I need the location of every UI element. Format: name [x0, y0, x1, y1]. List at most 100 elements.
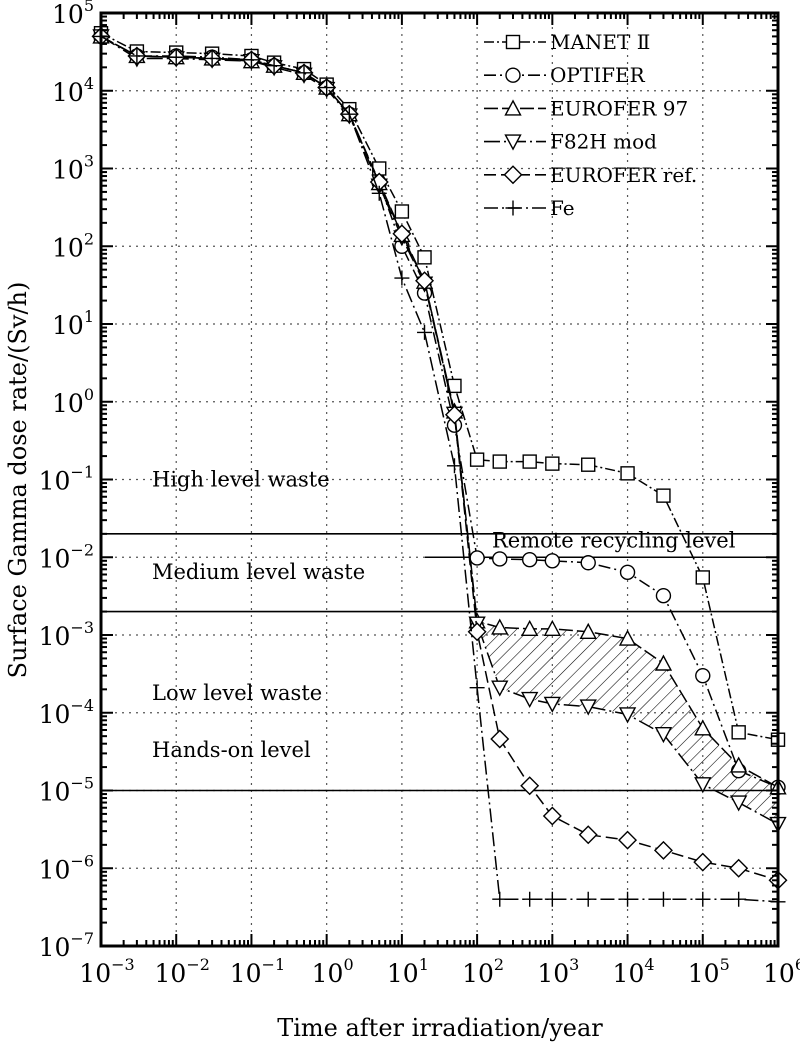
y-tick-label: 104 — [52, 74, 94, 107]
data-point-plus — [469, 680, 485, 696]
data-point-plus — [168, 49, 184, 65]
legend-entry: MANET Ⅱ — [484, 30, 650, 54]
data-point-triangle-up — [491, 618, 509, 635]
legend-marker-square — [505, 34, 521, 50]
legend-entry: F82H mod — [484, 130, 657, 154]
data-point-triangle-up — [694, 719, 712, 736]
data-point-diamond — [618, 830, 638, 850]
legend-marker-diamond — [503, 165, 523, 185]
data-point-triangle-down — [521, 691, 539, 709]
y-tick-label: 10−4 — [39, 696, 94, 729]
data-point-diamond — [653, 840, 673, 860]
series-line — [100, 32, 779, 741]
hatched-region — [477, 621, 778, 825]
y-tick-label: 105 — [52, 0, 94, 29]
data-point-triangle-down — [618, 707, 637, 724]
y-tick-label: 10−2 — [39, 540, 94, 573]
legend-label: EUROFER ref. — [550, 163, 697, 187]
data-point-triangle-down — [654, 726, 673, 744]
series-circle — [93, 28, 786, 795]
data-point-triangle-up — [654, 654, 673, 671]
data-point-plus — [394, 270, 410, 286]
y-tick-label: 10−7 — [39, 929, 94, 962]
data-point-plus — [620, 891, 636, 907]
data-point-triangle-up — [618, 629, 637, 646]
x-tick-label: 10−2 — [155, 955, 210, 988]
data-point-plus — [296, 65, 312, 81]
y-tick-label: 10−5 — [39, 774, 94, 807]
data-point-plus — [204, 50, 220, 66]
data-point-plus — [417, 324, 433, 340]
x-axis-title: Time after irradiation/year — [277, 1014, 603, 1042]
tick-labels: 10−3 10−2 10−1 100 101 102 103 104 105 10610−710−… — [39, 0, 800, 988]
data-point-circle — [521, 552, 538, 568]
data-point-circle — [544, 553, 561, 569]
reference-lines: Remote recycling level High level waste Me… — [101, 468, 778, 792]
data-point-plus — [655, 891, 671, 907]
data-point-diamond — [415, 271, 435, 291]
series-line — [100, 35, 779, 788]
shaded-band — [477, 621, 778, 825]
legend-label: EUROFER 97 — [550, 96, 688, 120]
data-point-diamond — [444, 405, 464, 425]
data-point-triangle-down — [729, 795, 748, 812]
data-point-diamond — [693, 852, 713, 872]
y-tick-label: 10−3 — [39, 618, 94, 651]
data-point-plus — [544, 891, 560, 907]
legend-label: OPTIFER — [550, 63, 646, 87]
region-label: High level waste — [152, 468, 330, 492]
y-tick-label: 10−6 — [39, 851, 94, 884]
data-point-triangle-up — [729, 756, 748, 773]
y-tick-label: 101 — [52, 307, 94, 340]
data-point-square — [469, 452, 485, 467]
data-point-plus — [446, 458, 462, 474]
region-label: Low level waste — [152, 681, 322, 705]
series-square — [93, 25, 786, 747]
legend-entry: Fe — [484, 196, 575, 220]
x-tick-label: 101 — [387, 955, 429, 988]
x-tick-label: 105 — [688, 955, 730, 988]
data-point-diamond — [542, 806, 562, 826]
data-point-plus — [492, 891, 508, 907]
legend-marker-triangle-down — [504, 134, 522, 151]
x-tick-label: 103 — [537, 955, 579, 988]
data-point-square — [656, 488, 671, 503]
series-plus — [93, 28, 786, 910]
data-point-circle — [619, 564, 636, 581]
y-axis-title: Surface Gamma dose rate/(Sv/h) — [4, 282, 32, 679]
legend-entry: OPTIFER — [484, 63, 646, 87]
data-point-square — [731, 725, 746, 740]
data-point-square — [695, 570, 710, 585]
data-point-triangle-down — [579, 699, 597, 716]
data-point-triangle-down — [543, 696, 562, 713]
data-point-triangle-down — [694, 777, 712, 794]
data-point-circle — [492, 551, 508, 567]
remote-recycling-label: Remote recycling level — [492, 528, 736, 552]
y-tick-label: 100 — [52, 385, 94, 418]
data-point-circle — [695, 667, 711, 684]
data-point-triangle-down — [491, 680, 509, 697]
legend-marker-circle — [505, 67, 521, 83]
data-point-square — [522, 454, 537, 469]
series-triangle-up — [92, 27, 787, 795]
data-point-square — [581, 457, 596, 472]
data-point-plus — [341, 106, 357, 122]
legend: MANET Ⅱ OPTIFER EUROFER 97 F82H mod EUROFER … — [484, 30, 697, 220]
legend-marker-triangle-up — [504, 99, 522, 116]
legend-label: Fe — [550, 196, 575, 220]
data-point-square — [620, 466, 635, 481]
legend-marker-plus — [505, 200, 521, 216]
data-point-plus — [580, 891, 596, 907]
data-point-diamond — [520, 776, 540, 796]
data-point-square — [492, 454, 507, 469]
x-tick-label: 10−3 — [79, 955, 134, 988]
data-point-square — [417, 250, 432, 265]
data-point-triangle-up — [543, 619, 562, 637]
y-tick-label: 102 — [52, 229, 94, 262]
axes — [99, 11, 780, 948]
x-tick-label: 106 — [763, 955, 800, 988]
data-point-triangle-up — [579, 622, 597, 639]
data-point-plus — [522, 891, 538, 907]
series-group — [91, 25, 788, 910]
legend-entry: EUROFER 97 — [484, 96, 688, 120]
